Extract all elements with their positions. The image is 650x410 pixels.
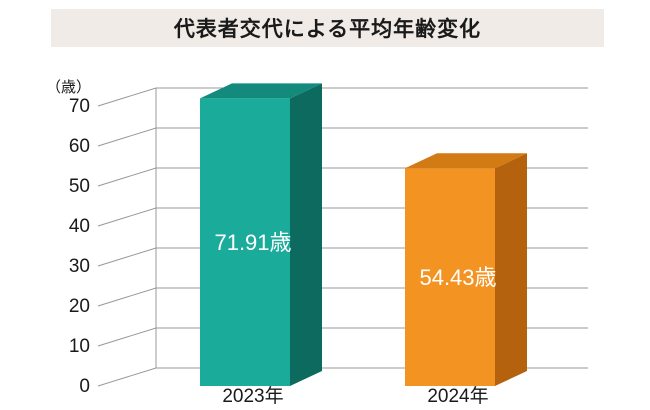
grid-diagonal-70 [97, 87, 157, 107]
value-label-2024年: 54.43歳 [419, 265, 496, 290]
bar-top-2023年 [200, 83, 322, 99]
bar-side-2024年 [495, 153, 527, 386]
bar-2024年 [405, 168, 495, 386]
chart-title: 代表者交代による平均年齢変化 [173, 17, 482, 41]
labels-layer: 71.91歳 2023年 54.43歳 2024年 [214, 230, 496, 407]
grid-diagonal-20 [97, 287, 157, 307]
y-tick-label-10: 10 [69, 336, 90, 357]
y-tick-label-20: 20 [69, 296, 90, 317]
y-axis-unit-label: （歳） [46, 79, 91, 96]
bars-layer [200, 83, 527, 387]
grid-diagonal-50 [97, 167, 157, 187]
y-tick-label-0: 0 [79, 376, 90, 397]
chart-title-band: 代表者交代による平均年齢変化 [51, 9, 604, 47]
y-tick-label-40: 40 [69, 216, 90, 237]
bar-side-2023年 [290, 83, 322, 387]
bar-top-2024年 [405, 153, 527, 169]
y-tick-label-50: 50 [69, 176, 90, 197]
x-tick-label-2024年: 2024年 [427, 385, 488, 407]
value-label-2023年: 71.91歳 [214, 230, 291, 255]
y-tick-label-70: 70 [69, 96, 90, 117]
grid-diagonal-10 [97, 327, 157, 347]
grid-diagonal-40 [97, 207, 157, 227]
grid-diagonal-60 [97, 127, 157, 147]
grid-diagonal-0 [97, 367, 157, 387]
grid-diagonal-30 [97, 247, 157, 267]
bar-2023年 [200, 98, 290, 387]
x-tick-label-2023年: 2023年 [222, 385, 283, 407]
y-axis: （歳） 0 10 20 30 40 50 60 70 [46, 79, 91, 397]
y-tick-label-30: 30 [69, 256, 90, 277]
y-tick-label-60: 60 [69, 136, 90, 157]
